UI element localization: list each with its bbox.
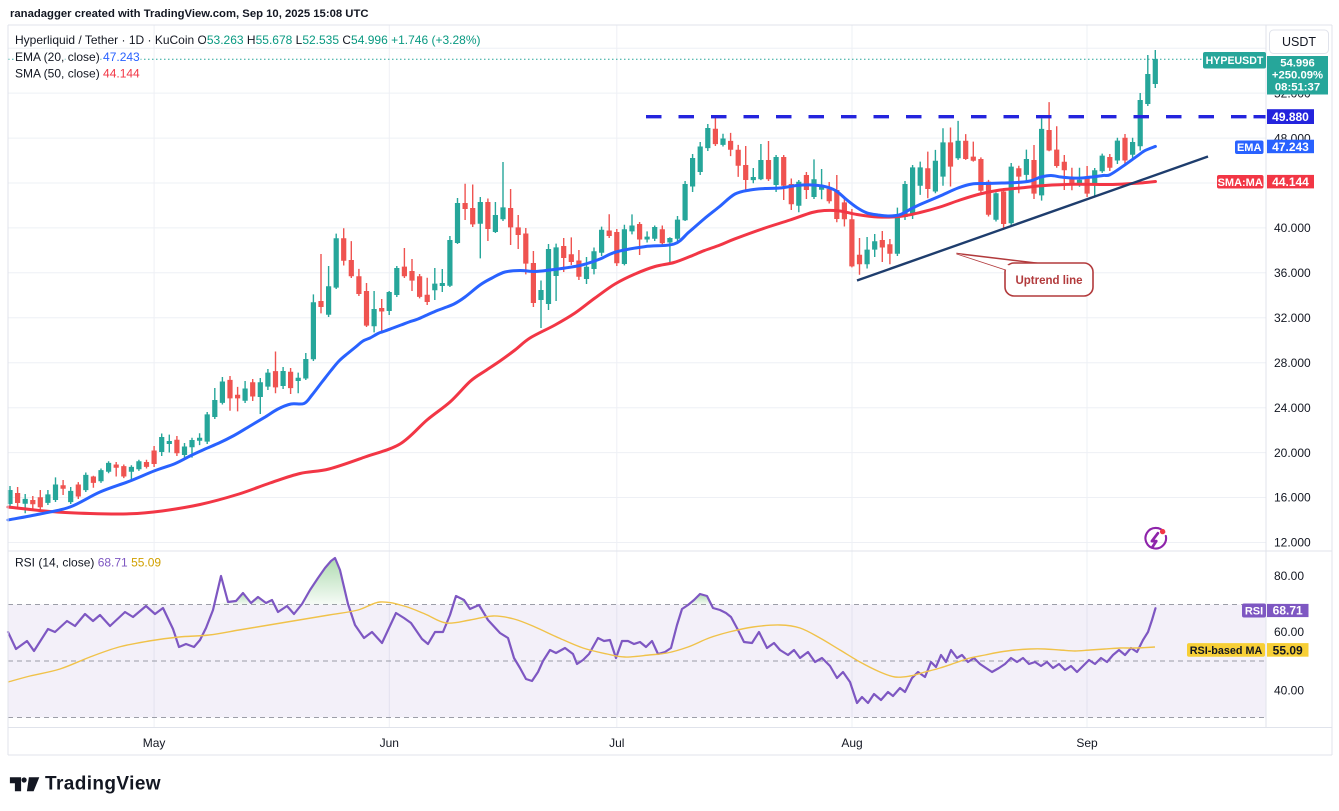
svg-text:49.880: 49.880 <box>1272 110 1309 124</box>
svg-text:55.09: 55.09 <box>1273 643 1303 657</box>
svg-text:RSI (14, close) 68.71 55.09: RSI (14, close) 68.71 55.09 <box>15 556 161 570</box>
svg-text:Sep: Sep <box>1076 736 1098 750</box>
svg-text:SMA (50, close) 44.144: SMA (50, close) 44.144 <box>15 67 140 81</box>
svg-text:24.000: 24.000 <box>1274 401 1311 415</box>
svg-text:36.000: 36.000 <box>1274 266 1311 280</box>
svg-text:SMA:MA: SMA:MA <box>1218 177 1263 189</box>
svg-text:20.000: 20.000 <box>1274 446 1311 460</box>
svg-text:40.00: 40.00 <box>1274 684 1304 698</box>
svg-text:May: May <box>143 736 166 750</box>
svg-text:RSI: RSI <box>1245 606 1263 618</box>
svg-text:ranadagger created with Tradin: ranadagger created with TradingView.com,… <box>10 8 369 20</box>
svg-text:32.000: 32.000 <box>1274 311 1311 325</box>
svg-text:Jun: Jun <box>380 736 399 750</box>
svg-text:28.000: 28.000 <box>1274 356 1311 370</box>
svg-text:47.243: 47.243 <box>1272 140 1309 154</box>
svg-text:44.144: 44.144 <box>1272 175 1309 189</box>
svg-text:RSI-based MA: RSI-based MA <box>1190 645 1263 657</box>
svg-text:EMA: EMA <box>1237 142 1262 154</box>
svg-text:60.00: 60.00 <box>1274 625 1304 639</box>
svg-text:54.996: 54.996 <box>1280 57 1315 69</box>
svg-text:40.000: 40.000 <box>1274 221 1311 235</box>
svg-text:Hyperliquid / Tether · 1D · Ku: Hyperliquid / Tether · 1D · KuCoin O53.2… <box>15 33 481 47</box>
svg-text:12.000: 12.000 <box>1274 536 1311 550</box>
svg-text:08:51:37: 08:51:37 <box>1275 82 1320 94</box>
svg-text:TradingView: TradingView <box>45 773 161 794</box>
svg-text:Uptrend line: Uptrend line <box>1015 275 1082 287</box>
svg-text:Aug: Aug <box>841 736 862 750</box>
svg-text:16.000: 16.000 <box>1274 491 1311 505</box>
svg-text:HYPEUSDT: HYPEUSDT <box>1206 55 1264 67</box>
svg-text:EMA (20, close) 47.243: EMA (20, close) 47.243 <box>15 50 140 64</box>
svg-text:USDT: USDT <box>1282 35 1316 49</box>
svg-text:Jul: Jul <box>609 736 624 750</box>
svg-text:68.71: 68.71 <box>1273 604 1303 618</box>
svg-text:80.00: 80.00 <box>1274 569 1304 583</box>
svg-text:+250.09%: +250.09% <box>1272 69 1323 81</box>
